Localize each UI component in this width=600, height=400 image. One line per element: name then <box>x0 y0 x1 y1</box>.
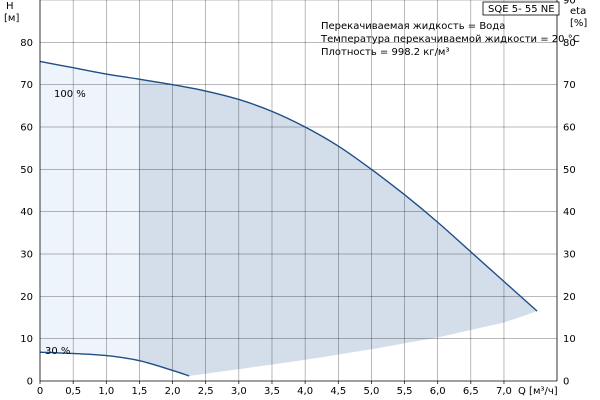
y-right-tick-label: 80 <box>563 38 576 49</box>
y-left-axis-title: H <box>6 1 14 12</box>
y-left-tick-label: 70 <box>20 80 33 91</box>
y-right-tick-label: 40 <box>563 207 576 218</box>
y-left-tick-label: 30 <box>20 250 33 261</box>
y-right-axis-unit: [%] <box>570 18 587 29</box>
y-right-tick-label: 70 <box>563 80 576 91</box>
y-left-axis-unit: [м] <box>4 13 19 24</box>
x-tick-label: 1,0 <box>98 386 114 397</box>
info-line-fluid: Перекачиваемая жидкость = Вода <box>321 21 505 32</box>
x-tick-label: 4,0 <box>297 386 313 397</box>
x-tick-label: 2,5 <box>198 386 214 397</box>
curve-label-100: 100 % <box>54 89 86 100</box>
y-right-tick-label: 0 <box>563 377 569 388</box>
y-right-tick-label: 10 <box>563 334 576 345</box>
model-label: SQE 5- 55 NE <box>488 4 555 15</box>
y-right-tick-label: 20 <box>563 292 576 303</box>
y-left-tick-label: 10 <box>20 334 33 345</box>
operating-range-band <box>40 61 538 376</box>
y-right-tick-label: 60 <box>563 123 576 134</box>
x-tick-label: 3,0 <box>231 386 247 397</box>
y-right-tick-label: 50 <box>563 165 576 176</box>
curve-label-30: 30 % <box>45 346 70 357</box>
x-tick-label: 6,0 <box>430 386 446 397</box>
y-right-axis-title: eta <box>570 6 586 17</box>
curve-30-percent <box>39 351 190 377</box>
band-extension-area <box>40 61 140 361</box>
info-line-density: Плотность = 998.2 кг/м³ <box>321 47 450 58</box>
y-left-tick-label: 50 <box>20 165 33 176</box>
x-axis-title: Q [м³/ч] <box>518 386 558 397</box>
y-left-tick-label: 0 <box>27 377 33 388</box>
y-left-tick-label: 20 <box>20 292 33 303</box>
model-label-box <box>482 1 560 16</box>
y-right-tick-label: 30 <box>563 250 576 261</box>
x-tick-label: 5,5 <box>397 386 413 397</box>
x-tick-label: 4,5 <box>330 386 346 397</box>
grid-lines <box>40 0 557 381</box>
x-tick-label: 1,5 <box>131 386 147 397</box>
x-tick-label: 0 <box>37 386 43 397</box>
x-tick-label: 5,0 <box>363 386 379 397</box>
y-left-tick-label: 80 <box>20 38 33 49</box>
info-line-temperature: Температура перекачиваемой жидкости = 20… <box>320 34 580 45</box>
x-tick-label: 7,0 <box>496 386 512 397</box>
x-tick-label: 0,5 <box>65 386 81 397</box>
x-tick-label: 3,5 <box>264 386 280 397</box>
tick-labels: 0 0,5 1,0 1,5 2,0 2,5 3,0 3,5 4,0 4,5 5,0 5,5 6,0 6,5… <box>20 0 575 397</box>
x-tick-label: 6,5 <box>463 386 479 397</box>
y-left-tick-label: 40 <box>20 207 33 218</box>
curve-100-percent <box>39 60 538 312</box>
y-left-tick-label: 60 <box>20 123 33 134</box>
x-tick-label: 2,0 <box>165 386 181 397</box>
y-right-tick-label: 90 <box>563 0 576 7</box>
performance-curves <box>39 60 538 377</box>
